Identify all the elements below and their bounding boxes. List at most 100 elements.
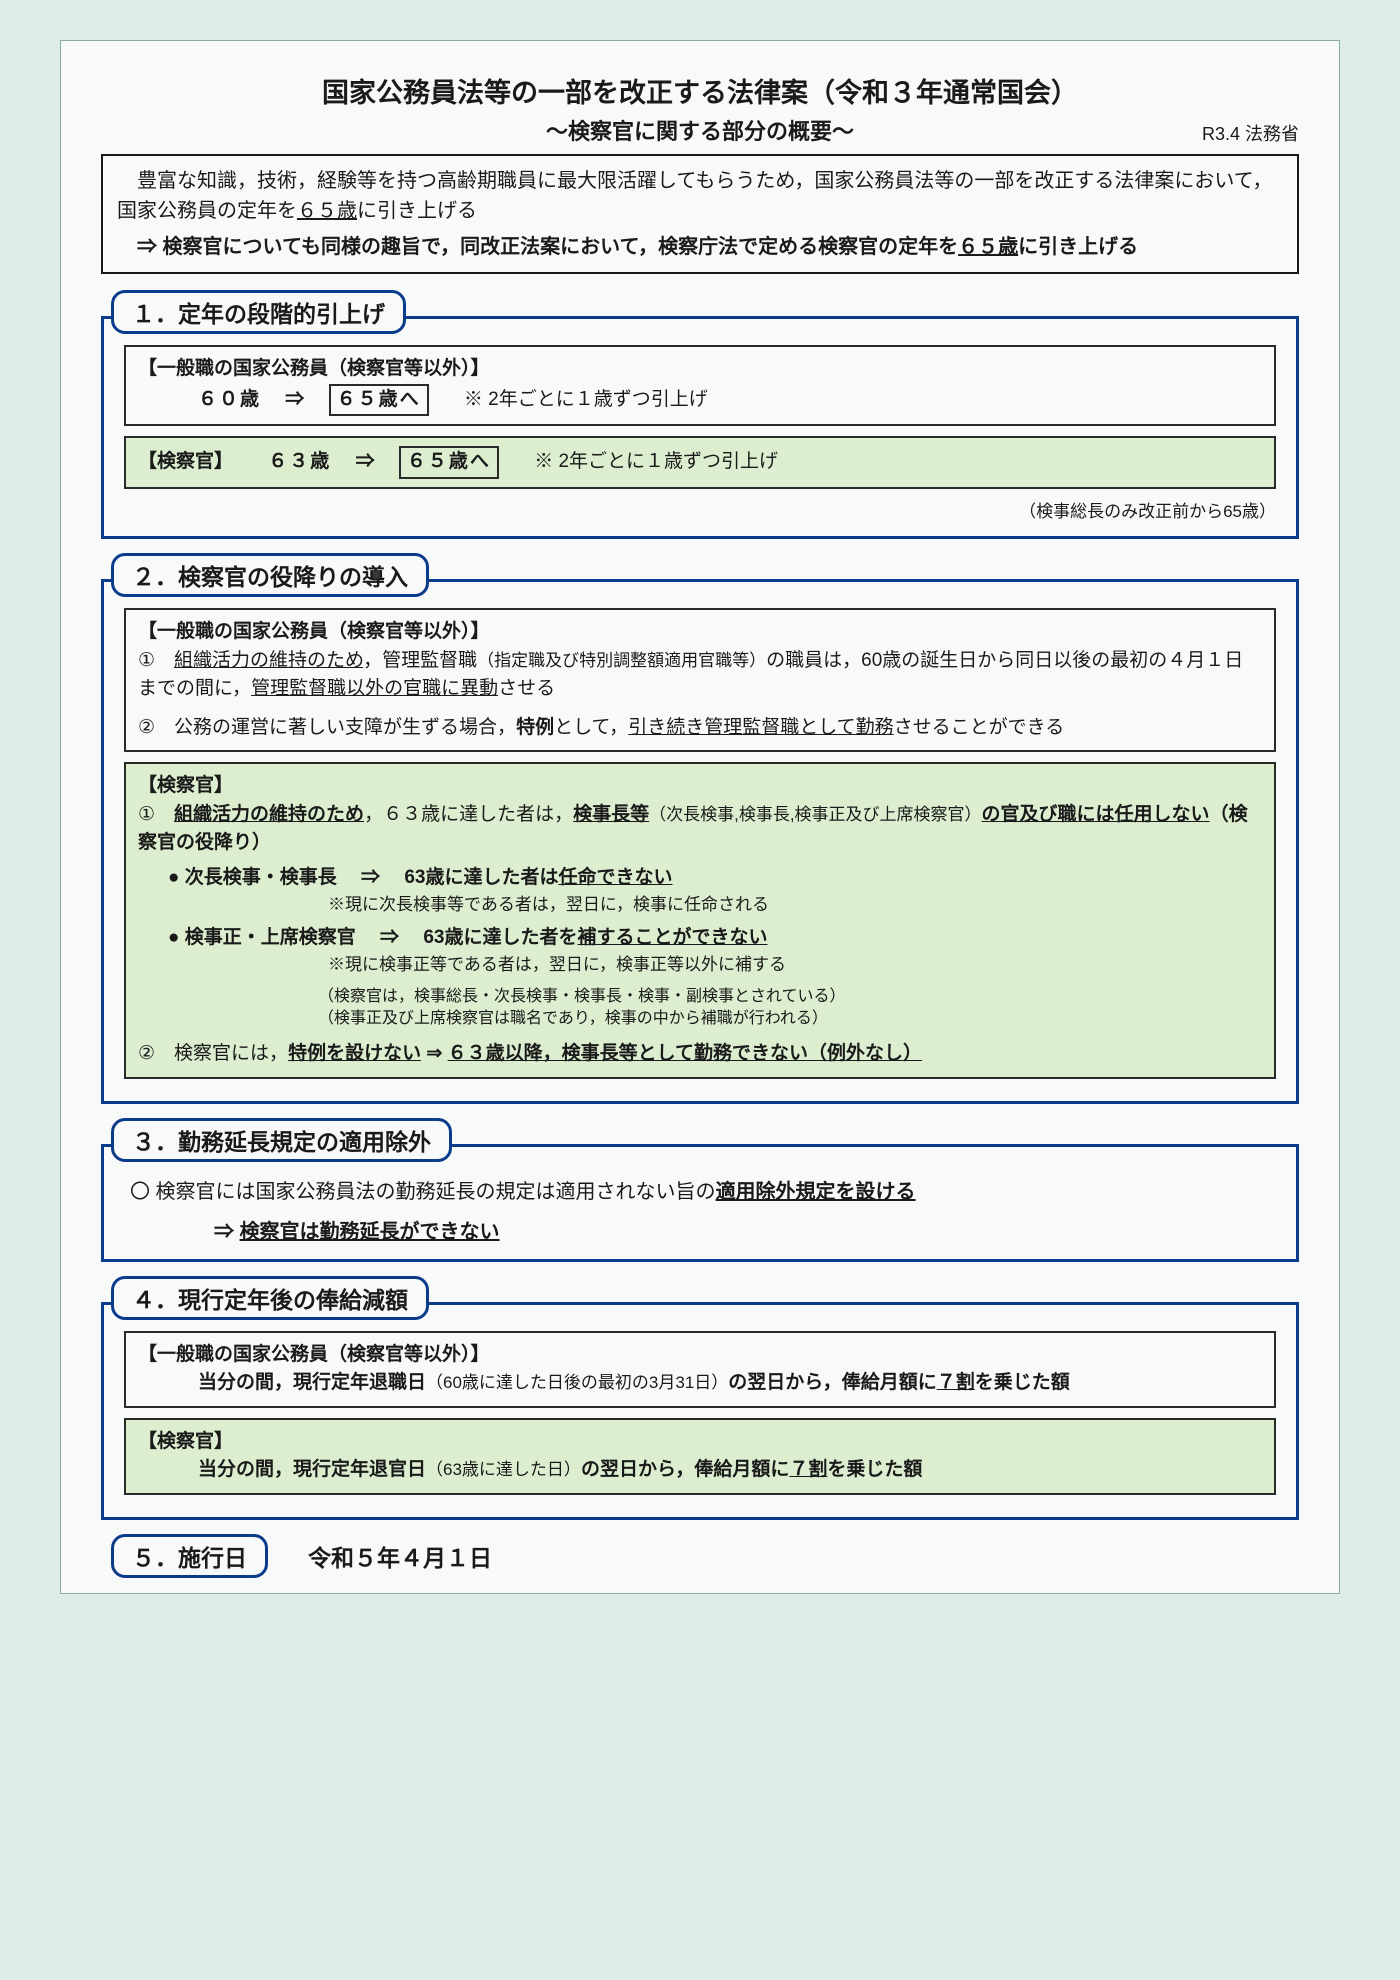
section-3: ３．勤務延長規定の適用除外 〇 検察官には国家公務員法の勤務延長の規定は適用され… xyxy=(101,1118,1299,1262)
t: ● 検事正・上席検察官 xyxy=(168,927,356,948)
sec3-sub: ⇒ 検察官は勤務延長ができない xyxy=(124,1217,1276,1247)
intro-box: 豊富な知識，技術，経験等を持つ高齢期職員に最大限活躍してもらうため，国家公務員法… xyxy=(101,154,1299,274)
num2-icon: ② xyxy=(138,1040,174,1069)
t: ⇒ xyxy=(214,1221,240,1243)
t: （指定職及び特別調整額適用官職等） xyxy=(477,651,766,670)
t: 引き続き管理監督職として勤務 xyxy=(628,717,893,738)
intro-line1b: に引き上げる xyxy=(357,200,477,222)
t: 当分の間，現行定年退官日 xyxy=(198,1459,426,1480)
subtitle: ～検察官に関する部分の概要～ R3.4 法務省 xyxy=(101,114,1299,146)
t: ● 次長検事・検事長 xyxy=(168,867,337,888)
t: させることができる xyxy=(894,717,1065,738)
sec4-b1: 当分の間，現行定年退職日（60歳に達した日後の最初の3月31日）の翌日から，俸給… xyxy=(138,1369,1262,1398)
t: 任命できない xyxy=(558,867,672,888)
sec2-paren: （検察官は，検事総長・次長検事・検事長・検事・副検事とされている） （検事正及び… xyxy=(138,986,1262,1031)
t: 検事長等 xyxy=(573,804,649,825)
t: 特例を設けない xyxy=(288,1043,421,1064)
date-source: R3.4 法務省 xyxy=(1202,120,1299,146)
t: の翌日から，俸給月額に xyxy=(581,1459,789,1480)
section-1: １．定年の段階的引上げ 【一般職の国家公務員（検察官等以外）】 ６０歳 ⇒ ６５… xyxy=(101,290,1299,539)
t: 検察官は勤務延長ができない xyxy=(240,1221,500,1243)
sec2-b2-2: ② 検察官には，特例を設けない ⇒ ６３歳以降，検事長等として勤務できない（例外… xyxy=(138,1040,1262,1069)
sec2-row2-sub: ※現に検事正等である者は，翌日に，検事正等以外に補する xyxy=(138,952,1262,978)
sec2-box2: 【検察官】 ① 組織活力の維持のため，６３歳に達した者は，検事長等（次長検事,検… xyxy=(124,762,1276,1079)
t: の翌日から，俸給月額に xyxy=(728,1372,936,1393)
t: （60歳に達した日後の最初の3月31日） xyxy=(426,1373,728,1392)
intro-age: ６５歳 xyxy=(297,200,357,222)
sec1-box1-head: 【一般職の国家公務員（検察官等以外）】 xyxy=(138,355,1262,384)
sec4-label: ４．現行定年後の俸給減額 xyxy=(111,1276,429,1320)
t: （検事正及び上席検察官は職名であり，検事の中から補職が行われる） xyxy=(318,1010,828,1027)
sec1-box2-head: 【検察官】 xyxy=(138,451,233,472)
t: 組織活力の維持のため xyxy=(174,650,363,671)
t: 当分の間，現行定年退職日 xyxy=(198,1372,426,1393)
page: 国家公務員法等の一部を改正する法律案（令和３年通常国会） ～検察官に関する部分の… xyxy=(60,40,1340,1594)
t: 検察官には， xyxy=(174,1043,288,1064)
intro-sub: ⇒ 検察官についても同様の趣旨で，同改正法案において，検察庁法で定める検察官の定… xyxy=(117,232,1283,262)
sec4-b2: 当分の間，現行定年退官日（63歳に達した日）の翌日から，俸給月額に７割を乗じた額 xyxy=(138,1456,1262,1485)
t: （63歳に達した日） xyxy=(426,1460,581,1479)
sec4-box1: 【一般職の国家公務員（検察官等以外）】 当分の間，現行定年退職日（60歳に達した… xyxy=(124,1331,1276,1408)
t: ７割 xyxy=(937,1372,975,1393)
sec1-label: １．定年の段階的引上げ xyxy=(111,290,406,334)
sec2-b1-1: ① 組織活力の維持のため，管理監督職（指定職及び特別調整額適用官職等）の職員は，… xyxy=(138,647,1262,704)
sec1-from1: ６０歳 xyxy=(198,389,261,410)
t: 補することができない xyxy=(577,927,767,948)
sec1-note2: ※ 2年ごとに１歳ずつ引上げ xyxy=(534,451,778,472)
arrow-icon: ⇒ xyxy=(266,389,323,410)
sec1-from2: ６３歳 xyxy=(268,451,331,472)
sec5-date: 令和５年４月１日 xyxy=(308,1539,492,1573)
t: ６３歳以降，検事長等として勤務できない（例外なし） xyxy=(448,1043,922,1064)
sec2-row1: ● 次長検事・検事長 ⇒ 63歳に達した者は任命できない xyxy=(138,864,1262,893)
arrow-icon: ⇒ xyxy=(361,927,418,948)
t: ，６３歳に達した者は， xyxy=(364,804,573,825)
t: ，管理監督職 xyxy=(363,650,477,671)
sec3-line: 〇 検察官には国家公務員法の勤務延長の規定は適用されない旨の適用除外規定を設ける xyxy=(124,1173,1276,1207)
sec2-row2: ● 検事正・上席検察官 ⇒ 63歳に達した者を補することができない xyxy=(138,924,1262,953)
intro-sub-age: ６５歳 xyxy=(958,236,1018,258)
sec4-body: 【一般職の国家公務員（検察官等以外）】 当分の間，現行定年退職日（60歳に達した… xyxy=(101,1302,1299,1520)
sec1-to1: ６５歳へ xyxy=(329,384,429,417)
sec1-to2: ６５歳へ xyxy=(399,446,499,479)
intro-sub2: に引き上げる xyxy=(1018,236,1138,258)
arrow-icon: ⇒ xyxy=(337,451,394,472)
t: （次長検事,検事長,検事正及び上席検察官） xyxy=(649,805,981,824)
num1-icon: ① xyxy=(138,801,174,830)
t: 適用除外規定を設ける xyxy=(716,1181,916,1203)
sec2-b2-1: ① 組織活力の維持のため，６３歳に達した者は，検事長等（次長検事,検事長,検事正… xyxy=(138,801,1262,858)
subtitle-text: ～検察官に関する部分の概要～ xyxy=(546,119,854,144)
sec1-body: 【一般職の国家公務員（検察官等以外）】 ６０歳 ⇒ ６５歳へ ※ 2年ごとに１歳… xyxy=(101,316,1299,539)
sec3-label: ３．勤務延長規定の適用除外 xyxy=(111,1118,452,1162)
t: させる xyxy=(498,678,555,699)
intro-line1: 豊富な知識，技術，経験等を持つ高齢期職員に最大限活躍してもらうため，国家公務員法… xyxy=(117,170,1272,222)
t: 管理監督職以外の官職に異動 xyxy=(251,678,498,699)
arrow-icon: ⇒ xyxy=(342,867,399,888)
sec1-box1-line: ６０歳 ⇒ ６５歳へ ※ 2年ごとに１歳ずつ引上げ xyxy=(138,384,1262,417)
num2-icon: ② xyxy=(138,714,174,743)
sec2-b1-2: ② 公務の運営に著しい支障が生ずる場合，特例として，引き続き管理監督職として勤務… xyxy=(138,714,1262,743)
sec2-box1-head: 【一般職の国家公務員（検察官等以外）】 xyxy=(138,618,1262,647)
t: 〇 検察官には国家公務員法の勤務延長の規定は適用されない旨の xyxy=(130,1181,716,1203)
sec4-box2-head: 【検察官】 xyxy=(138,1428,1262,1457)
section-2: ２．検察官の役降りの導入 【一般職の国家公務員（検察官等以外）】 ① 組織活力の… xyxy=(101,553,1299,1104)
num1-icon: ① xyxy=(138,647,174,676)
section-5: ５．施行日 令和５年４月１日 xyxy=(101,1534,1299,1578)
sec1-box2: 【検察官】 ６３歳 ⇒ ６５歳へ ※ 2年ごとに１歳ずつ引上げ xyxy=(124,436,1276,489)
sec4-box2: 【検察官】 当分の間，現行定年退官日（63歳に達した日）の翌日から，俸給月額に７… xyxy=(124,1418,1276,1495)
sec1-foot: （検事総長のみ改正前から65歳） xyxy=(124,499,1276,525)
t: 63歳に達した者は xyxy=(404,867,558,888)
section-4: ４．現行定年後の俸給減額 【一般職の国家公務員（検察官等以外）】 当分の間，現行… xyxy=(101,1276,1299,1520)
sec1-box1: 【一般職の国家公務員（検察官等以外）】 ６０歳 ⇒ ６５歳へ ※ 2年ごとに１歳… xyxy=(124,345,1276,426)
intro-sub1: ⇒ 検察官についても同様の趣旨で，同改正法案において，検察庁法で定める検察官の定… xyxy=(137,236,958,258)
sec2-box1: 【一般職の国家公務員（検察官等以外）】 ① 組織活力の維持のため，管理監督職（指… xyxy=(124,608,1276,752)
sec5-label: ５．施行日 xyxy=(111,1534,268,1578)
sec2-label: ２．検察官の役降りの導入 xyxy=(111,553,429,597)
sec1-note1: ※ 2年ごとに１歳ずつ引上げ xyxy=(464,389,708,410)
page-title: 国家公務員法等の一部を改正する法律案（令和３年通常国会） xyxy=(101,71,1299,110)
t: の官及び職には任用しない xyxy=(982,804,1210,825)
t: として， xyxy=(554,717,628,738)
t: （検察官は，検事総長・次長検事・検事長・検事・副検事とされている） xyxy=(318,988,846,1005)
sec4-box1-head: 【一般職の国家公務員（検察官等以外）】 xyxy=(138,1341,1262,1370)
sec2-box2-head: 【検察官】 xyxy=(138,772,1262,801)
arrow-icon: ⇒ xyxy=(426,1043,447,1064)
